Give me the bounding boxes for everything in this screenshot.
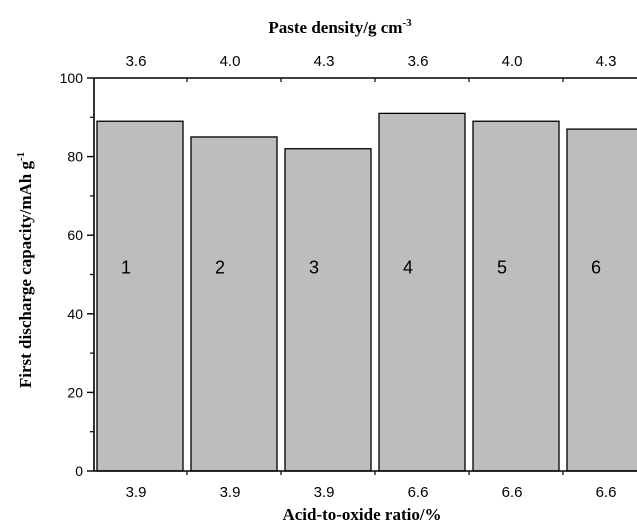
bar-number-label: 2 [215, 258, 225, 278]
x-bottom-tick-label: 3.9 [220, 484, 241, 501]
y-tick-label: 80 [67, 149, 83, 165]
bar-number-label: 4 [403, 258, 413, 278]
x-top-tick-label: 4.3 [596, 53, 617, 70]
x-top-tick-label: 4.0 [220, 53, 241, 70]
y-axis-title: First discharge capacity/mAh g-1 [15, 152, 35, 388]
bar-4 [378, 112, 466, 472]
y-tick-label: 0 [75, 463, 83, 479]
bars-group [96, 112, 637, 472]
bar-5 [472, 120, 560, 472]
x-top-tick-label: 4.3 [314, 53, 335, 70]
bar-number-label: 1 [121, 258, 131, 278]
y-axis-ticks: 0 20 40 60 80 100 [60, 70, 94, 479]
bar-1 [96, 120, 184, 472]
top-axis-title: Paste density/g cm-3 [268, 17, 412, 37]
bar-number-label: 3 [309, 258, 319, 278]
y-tick-label: 20 [67, 384, 83, 400]
x-bottom-tick-label: 3.9 [314, 484, 335, 501]
bar-number-labels: 1 2 3 4 5 6 [121, 258, 601, 278]
x-bottom-tick-label: 6.6 [408, 484, 429, 501]
bar-3 [284, 148, 372, 472]
y-tick-label: 40 [67, 306, 83, 322]
y-tick-label: 100 [60, 70, 84, 86]
y-tick-label: 60 [67, 227, 83, 243]
bar-number-label: 6 [591, 258, 601, 278]
bar-2 [190, 136, 278, 472]
x-bottom-tick-label: 6.6 [502, 484, 523, 501]
x-top-tick-label: 3.6 [126, 53, 147, 70]
x-top-tick-label: 3.6 [408, 53, 429, 70]
x-bottom-ticks: 3.9 3.9 3.9 6.6 6.6 6.6 [126, 471, 617, 501]
x-axis-title: Acid-to-oxide ratio/% [282, 505, 441, 524]
x-top-tick-label: 4.0 [502, 53, 523, 70]
bar-6 [566, 128, 637, 472]
x-bottom-tick-label: 3.9 [126, 484, 147, 501]
x-top-ticks: 3.6 4.0 4.3 3.6 4.0 4.3 [126, 53, 617, 82]
x-bottom-tick-label: 6.6 [596, 484, 617, 501]
bar-number-label: 5 [497, 258, 507, 278]
